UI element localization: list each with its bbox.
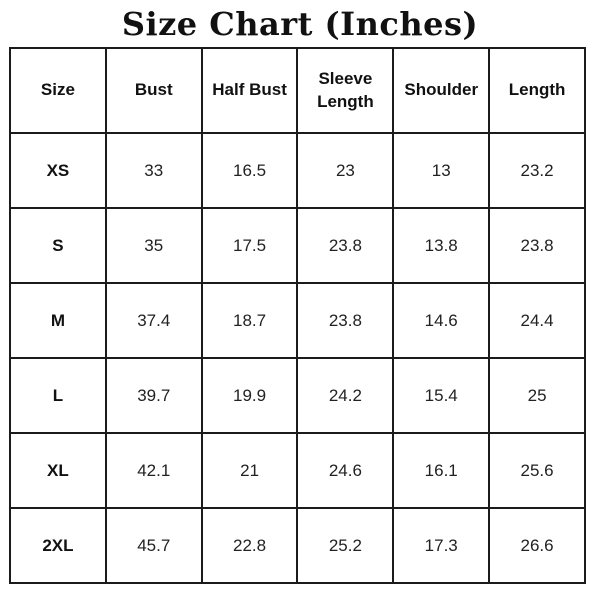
column-header-shoulder: Shoulder — [392, 47, 491, 134]
column-header-bust: Bust — [104, 47, 203, 134]
table-row-xl: XL 42.1 21 24.6 16.1 25.6 — [9, 432, 586, 509]
size-chart-table: Size Bust Half Bust Sleeve Length Should… — [9, 47, 586, 584]
cell-bust: 42.1 — [104, 432, 203, 509]
table-row-xs: XS 33 16.5 23 13 23.2 — [9, 132, 586, 209]
row-label: 2XL — [9, 507, 107, 584]
cell-length: 26.6 — [488, 507, 586, 584]
cell-half-bust: 19.9 — [200, 357, 299, 434]
row-label: XS — [9, 132, 107, 209]
cell-bust: 45.7 — [104, 507, 203, 584]
header-row: Size Bust Half Bust Sleeve Length Should… — [9, 47, 586, 134]
cell-length: 25.6 — [488, 432, 586, 509]
cell-sleeve-length: 25.2 — [296, 507, 395, 584]
table-row-2xl: 2XL 45.7 22.8 25.2 17.3 26.6 — [9, 507, 586, 584]
cell-bust: 37.4 — [104, 282, 203, 359]
cell-length: 23.8 — [488, 207, 586, 284]
cell-half-bust: 16.5 — [200, 132, 299, 209]
cell-sleeve-length: 24.2 — [296, 357, 395, 434]
cell-shoulder: 17.3 — [392, 507, 491, 584]
cell-half-bust: 21 — [200, 432, 299, 509]
row-label: L — [9, 357, 107, 434]
column-header-sleeve-length: Sleeve Length — [296, 47, 395, 134]
cell-bust: 35 — [104, 207, 203, 284]
row-label: M — [9, 282, 107, 359]
cell-half-bust: 17.5 — [200, 207, 299, 284]
cell-sleeve-length: 23.8 — [296, 207, 395, 284]
row-label: S — [9, 207, 107, 284]
cell-sleeve-length: 23.8 — [296, 282, 395, 359]
cell-length: 23.2 — [488, 132, 586, 209]
cell-bust: 39.7 — [104, 357, 203, 434]
page-title: Size Chart (Inches) — [121, 5, 479, 43]
cell-half-bust: 22.8 — [200, 507, 299, 584]
cell-length: 25 — [488, 357, 586, 434]
table-row-l: L 39.7 19.9 24.2 15.4 25 — [9, 357, 586, 434]
column-header-half-bust: Half Bust — [200, 47, 299, 134]
table-body: XS 33 16.5 23 13 23.2 S 35 17.5 23.8 13.… — [9, 132, 586, 584]
cell-sleeve-length: 23 — [296, 132, 395, 209]
cell-sleeve-length: 24.6 — [296, 432, 395, 509]
table-row-m: M 37.4 18.7 23.8 14.6 24.4 — [9, 282, 586, 359]
cell-shoulder: 13.8 — [392, 207, 491, 284]
table-row-s: S 35 17.5 23.8 13.8 23.8 — [9, 207, 586, 284]
cell-bust: 33 — [104, 132, 203, 209]
row-label: XL — [9, 432, 107, 509]
cell-shoulder: 15.4 — [392, 357, 491, 434]
cell-shoulder: 16.1 — [392, 432, 491, 509]
column-header-length: Length — [488, 47, 586, 134]
cell-shoulder: 13 — [392, 132, 491, 209]
column-header-size: Size — [9, 47, 107, 134]
table-header: Size Bust Half Bust Sleeve Length Should… — [9, 47, 586, 134]
cell-half-bust: 18.7 — [200, 282, 299, 359]
cell-shoulder: 14.6 — [392, 282, 491, 359]
cell-length: 24.4 — [488, 282, 586, 359]
